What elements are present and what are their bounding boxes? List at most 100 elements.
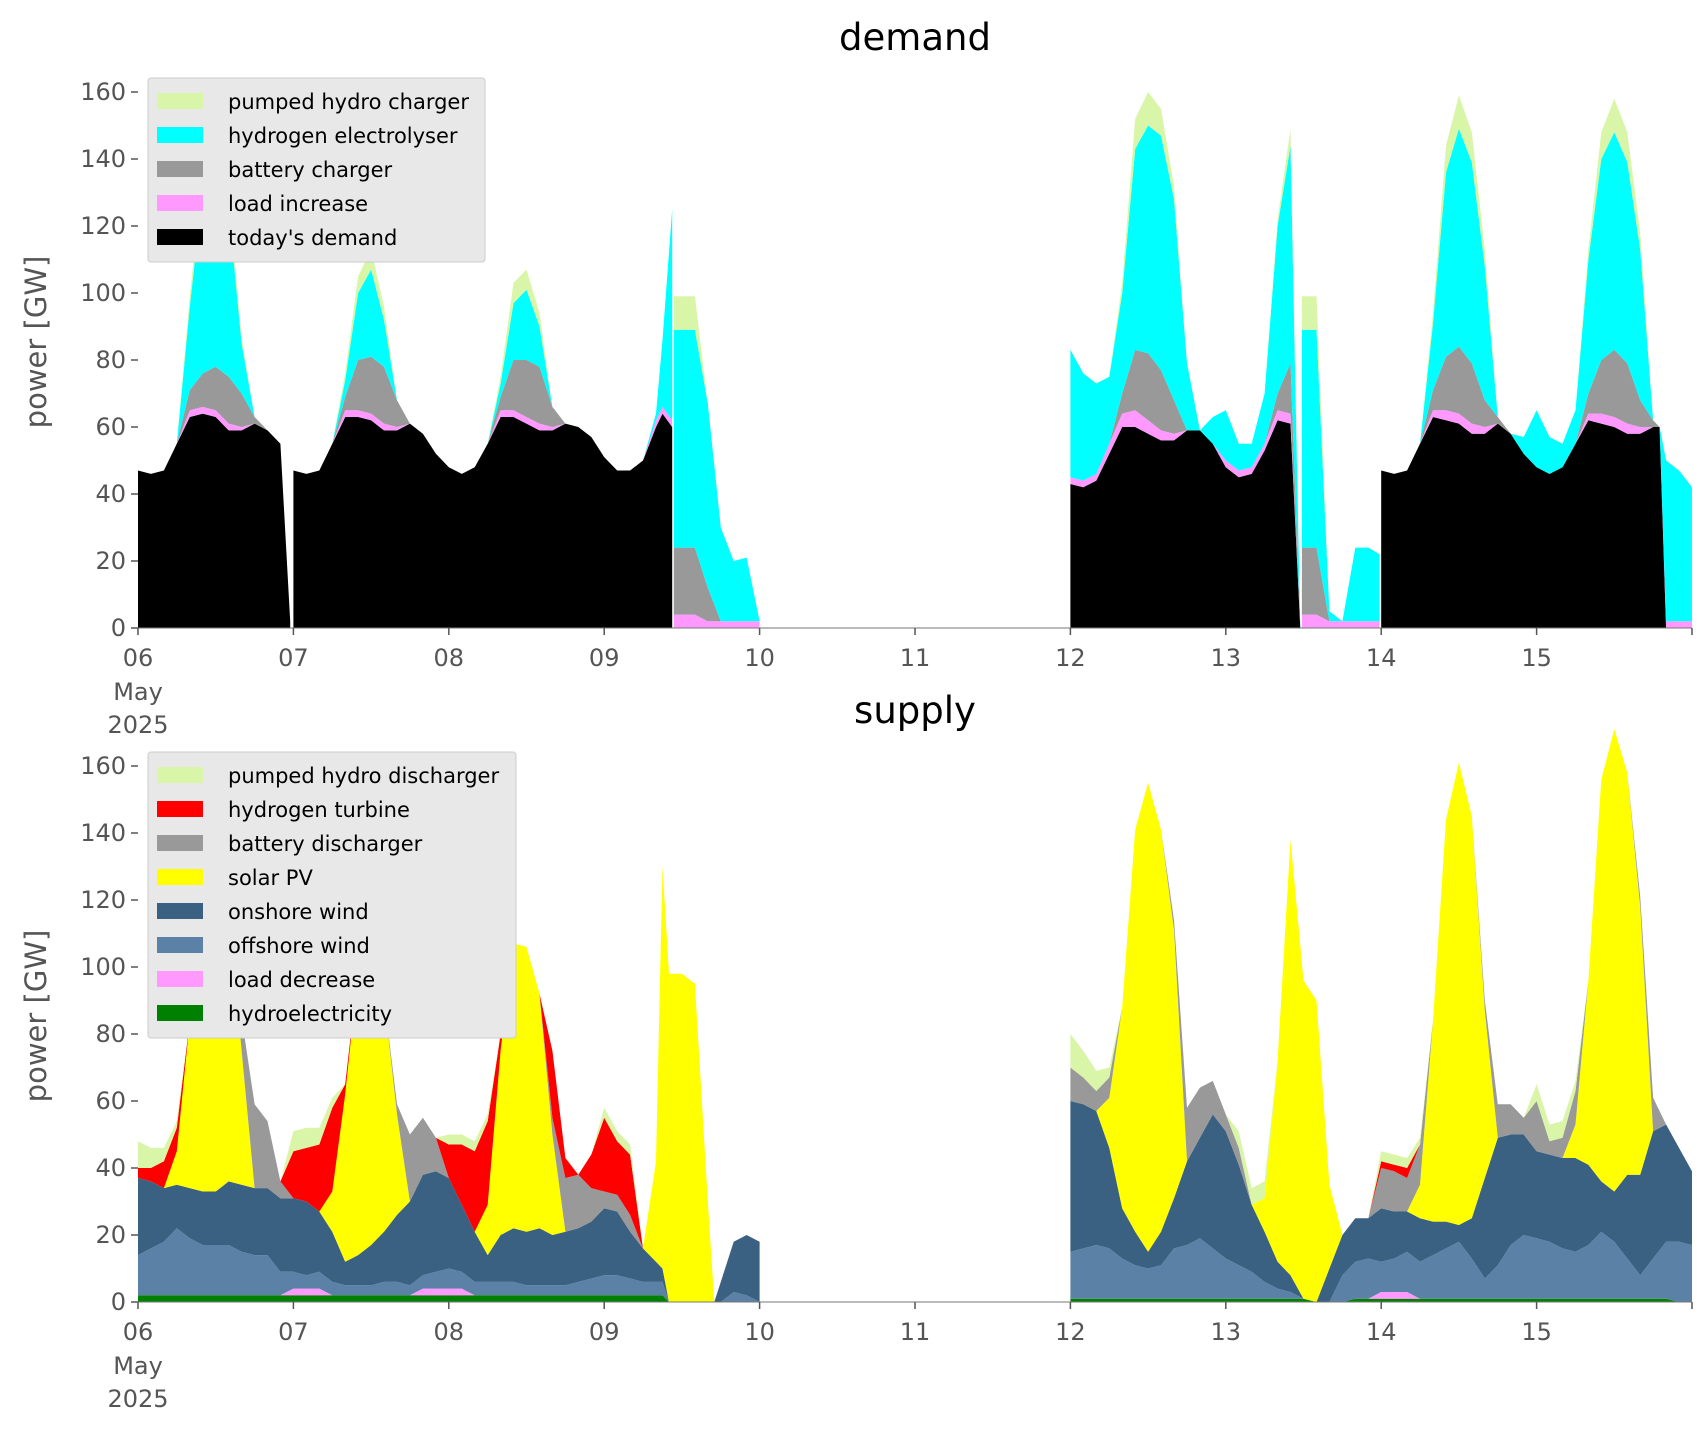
demand-x-tick-label: 13 — [1211, 644, 1242, 672]
demand-y-tick-label: 160 — [80, 78, 126, 106]
demand-y-tick-label: 80 — [95, 346, 126, 374]
demand-x-tick-label: 10 — [744, 644, 775, 672]
demand-y-tick-label: 20 — [95, 547, 126, 575]
demand-area-hydrogen-electrolyser-segment-2 — [673, 329, 760, 622]
supply-area-load-decrease-segment-1 — [1070, 1292, 1692, 1302]
supply-y-tick-label: 20 — [95, 1221, 126, 1249]
demand-area-today-s-demand-segment-3 — [1070, 420, 1301, 628]
supply-y-tick-label: 100 — [80, 953, 126, 981]
supply-x-tick-label: 09 — [589, 1318, 620, 1346]
supply-legend: pumped hydro discharger hydrogen turbine b… — [147, 751, 517, 1039]
demand-legend: pumped hydro charger hydrogen electrolyse… — [147, 77, 486, 263]
demand-title: demand — [839, 16, 991, 59]
supply-legend-label-hydrogen-turbine: hydrogen turbine — [228, 798, 410, 822]
demand-area-battery-charger-segment-5 — [1381, 346, 1692, 622]
demand-x-tick-label: 11 — [900, 644, 931, 672]
supply-legend-label-onshore-wind: onshore wind — [228, 900, 369, 924]
supply-y-tick-label: 40 — [95, 1154, 126, 1182]
demand-y-tick-label: 140 — [80, 145, 126, 173]
supply-areas — [138, 729, 1692, 1302]
supply-legend-label-load-decrease: load decrease — [228, 968, 375, 992]
demand-area-today-s-demand-segment-1 — [293, 413, 673, 628]
supply-legend-swatch-pumped-hydro-discharger — [157, 767, 203, 783]
demand-y-axis-label: power [GW] — [19, 256, 53, 429]
demand-legend-label-battery-charger: battery charger — [228, 158, 393, 182]
supply-legend-label-pumped-hydro-discharger: pumped hydro discharger — [228, 764, 499, 788]
demand-x-tick-sublabel: 2025 — [107, 711, 168, 739]
supply-area-offshore-wind-segment-0 — [138, 1228, 760, 1302]
demand-x-tick-label: 06 — [123, 644, 154, 672]
supply-legend-swatch-battery-discharger — [157, 835, 203, 851]
supply-x-tick-sublabel: 2025 — [107, 1385, 168, 1413]
supply-y-axis-label: power [GW] — [19, 930, 53, 1103]
supply-area-load-decrease-segment-0 — [138, 1288, 760, 1302]
supply-y-tick-label: 120 — [80, 886, 126, 914]
supply-x-tick-label: 12 — [1055, 1318, 1086, 1346]
demand-area-hydrogen-electrolyser-segment-3 — [1070, 125, 1301, 628]
supply-y-tick-label: 80 — [95, 1020, 126, 1048]
supply-x-tick-label: 08 — [434, 1318, 465, 1346]
demand-x-tick-label: 09 — [589, 644, 620, 672]
demand-area-hydrogen-electrolyser-segment-1 — [293, 209, 673, 474]
demand-legend-swatch-pumped-hydro-charger — [157, 93, 203, 109]
demand-legend-box — [147, 77, 486, 263]
supply-legend-swatch-onshore-wind — [157, 903, 203, 919]
demand-axes: 0 20 40 60 80 100 120 140 160 06 07 08 09 10 11 12 13 14 1… — [80, 78, 1693, 739]
demand-x-tick-label: 07 — [278, 644, 309, 672]
supply-legend-swatch-load-decrease — [157, 971, 203, 987]
demand-panel: demand power [GW] 0204060801001201401600… — [19, 16, 1693, 739]
demand-area-battery-charger-segment-4 — [1301, 547, 1380, 622]
supply-area-offshore-wind-segment-1 — [1070, 1231, 1692, 1302]
supply-panel: supply power [GW] 0 20 40 60 80 100 120 140 160 0… — [19, 689, 1693, 1413]
supply-axes: 0 20 40 60 80 100 120 140 160 06 07 08 09 10 11 12 13 14 1… — [80, 752, 1693, 1413]
supply-legend-label-solar-pv: solar PV — [228, 866, 313, 890]
demand-legend-label-today-s-demand: today's demand — [228, 226, 397, 250]
supply-y-tick-label: 0 — [111, 1288, 126, 1316]
demand-legend-swatch-today-s-demand — [157, 229, 203, 245]
supply-legend-swatch-solar-pv — [157, 869, 203, 885]
supply-x-tick-label: 15 — [1521, 1318, 1552, 1346]
demand-legend-swatch-battery-charger — [157, 161, 203, 177]
demand-area-today-s-demand-segment-0 — [138, 413, 291, 628]
demand-areas — [138, 92, 1692, 628]
demand-y-tick-label: 100 — [80, 279, 126, 307]
demand-area-pumped-hydro-charger-segment-4 — [1301, 296, 1380, 622]
supply-x-tick-label: 10 — [744, 1318, 775, 1346]
supply-x-tick-sublabel: May — [113, 1352, 163, 1380]
supply-area-hydrogen-turbine-segment-0 — [138, 856, 760, 1302]
supply-area-onshore-wind-segment-0 — [138, 1171, 760, 1302]
demand-legend-swatch-load-increase — [157, 195, 203, 211]
demand-area-battery-charger-segment-1 — [293, 356, 673, 474]
demand-area-hydrogen-electrolyser-segment-4 — [1301, 329, 1380, 622]
supply-legend-swatch-hydroelectricity — [157, 1005, 203, 1021]
supply-x-tick-label: 11 — [900, 1318, 931, 1346]
supply-legend-swatch-hydrogen-turbine — [157, 801, 203, 817]
supply-y-tick-label: 160 — [80, 752, 126, 780]
demand-x-tick-label: 08 — [434, 644, 465, 672]
demand-legend-label-hydrogen-electrolyser: hydrogen electrolyser — [228, 124, 458, 148]
supply-legend-label-battery-discharger: battery discharger — [228, 832, 423, 856]
demand-x-tick-label: 15 — [1521, 644, 1552, 672]
supply-title: supply — [854, 689, 976, 732]
demand-area-pumped-hydro-charger-segment-2 — [673, 296, 760, 622]
demand-x-tick-label: 12 — [1055, 644, 1086, 672]
supply-legend-label-offshore-wind: offshore wind — [228, 934, 370, 958]
supply-y-tick-label: 140 — [80, 819, 126, 847]
supply-area-hydroelectricity-segment-1 — [1070, 1298, 1692, 1302]
supply-legend-swatch-offshore-wind — [157, 937, 203, 953]
supply-area-solar-pv-segment-0 — [138, 856, 760, 1302]
demand-y-tick-label: 0 — [111, 614, 126, 642]
demand-x-tick-label: 14 — [1366, 644, 1397, 672]
supply-area-onshore-wind-segment-1 — [1070, 1101, 1692, 1302]
demand-y-tick-label: 40 — [95, 480, 126, 508]
supply-x-tick-label: 07 — [278, 1318, 309, 1346]
supply-y-tick-label: 60 — [95, 1087, 126, 1115]
supply-legend-label-hydroelectricity: hydroelectricity — [228, 1002, 392, 1026]
supply-legend-box — [147, 751, 517, 1039]
demand-y-tick-label: 120 — [80, 212, 126, 240]
demand-legend-label-pumped-hydro-charger: pumped hydro charger — [228, 90, 469, 114]
demand-area-battery-charger-segment-2 — [673, 547, 760, 622]
demand-legend-label-load-increase: load increase — [228, 192, 368, 216]
demand-legend-swatch-hydrogen-electrolyser — [157, 127, 203, 143]
supply-area-hydroelectricity-segment-0 — [138, 1295, 760, 1302]
